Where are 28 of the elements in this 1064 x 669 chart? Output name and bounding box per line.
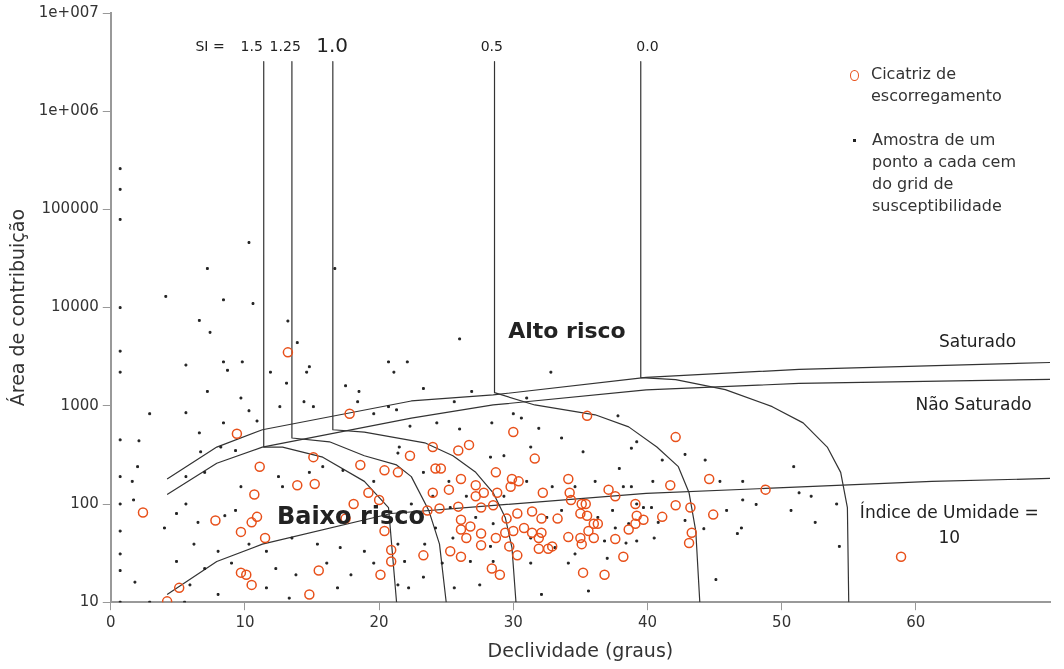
legend-label: Amostra de um ponto a cada cem do grid de susceptibilidade [872,129,1017,217]
y-axis-title: Área de contribuição [6,208,29,407]
x-tick-label: 40 [637,613,658,632]
x-tick-label: 50 [772,613,792,632]
y-tick-label: 100000 [41,199,99,218]
y-tick-label: 100 [70,493,99,512]
annotation: Índice de Umidade = 10 [859,500,1039,547]
annotation: 0.0 [636,37,659,54]
y-tick-label: 1e+007 [38,2,99,21]
annotation: 1.0 [316,33,349,58]
annotation: 0.5 [480,37,503,54]
x-axis-title: Declividade (graus) [487,638,674,661]
annotation: Não Saturado [915,394,1032,415]
annotation: SI = [195,37,225,54]
x-tick-label: 0 [106,613,116,632]
x-tick-label: 20 [369,613,389,632]
annotation: 1.5 [240,37,263,54]
annotation: 1.25 [269,37,301,54]
y-tick-label: 1e+006 [38,101,99,120]
y-tick-label: 1000 [60,395,99,414]
legend-label: Cicatriz de escorregamento [871,63,1003,107]
y-tick-label: 10000 [51,297,99,316]
x-tick-label: 10 [235,613,255,632]
annotation: Alto risco [508,318,626,344]
annotation: Saturado [938,331,1017,352]
y-tick-label: 10 [79,592,99,611]
x-tick-label: 30 [503,613,523,632]
x-tick-label: 60 [906,613,926,632]
